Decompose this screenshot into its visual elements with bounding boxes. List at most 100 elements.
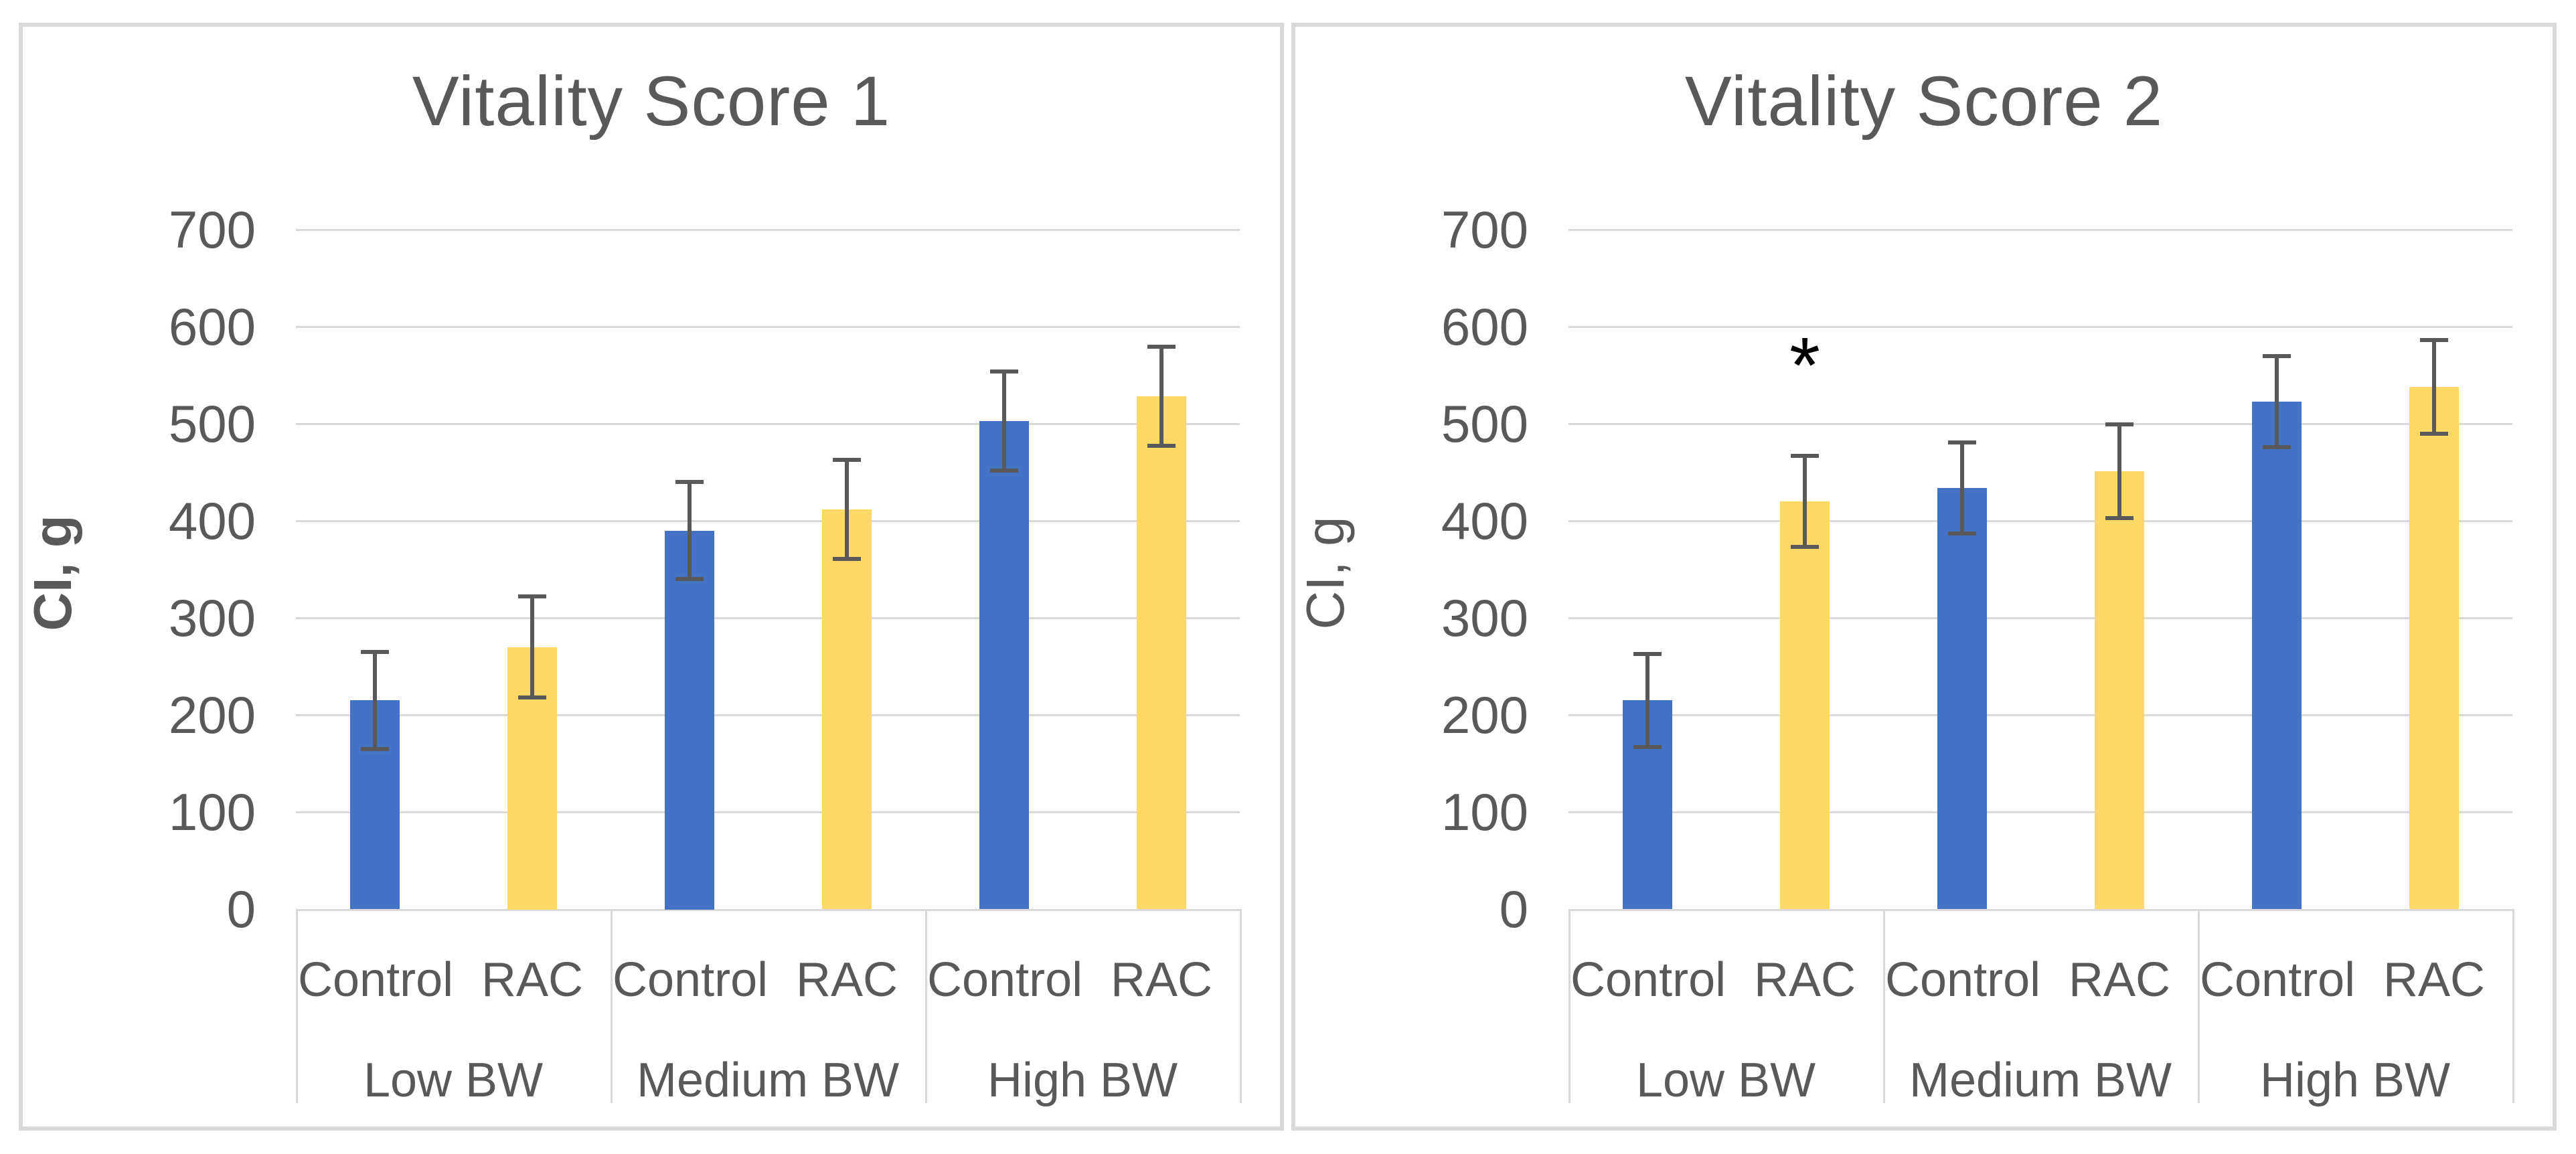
significance-asterisk: * [1789,321,1820,410]
error-bar-cap-top [1633,652,1662,656]
bar-control-high-bw [979,421,1029,909]
category-divider [2512,909,2514,1103]
error-bar-cap-bottom [1633,745,1662,749]
error-bar-cap-top [990,369,1018,374]
gridline-700 [296,229,1240,231]
error-bar-cap-bottom [361,747,389,751]
gridline-700 [1568,229,2512,231]
error-bar-cap-top [361,650,389,654]
series-label-rac: RAC [2383,953,2485,1007]
y-tick-label: 0 [1499,880,1528,938]
error-bar-whisker [530,596,534,697]
gridline-300 [1568,617,2512,619]
bar-control-high-bw [2252,402,2302,909]
error-bar-whisker [845,460,849,559]
y-tick-label: 600 [168,297,256,356]
group-label-medium-bw: Medium BW [636,1054,900,1107]
y-tick-label: 200 [1441,685,1528,744]
bar-rac-low-bw [1780,501,1830,909]
series-label-control: Control [298,953,454,1007]
group-label-high-bw: High BW [987,1054,1178,1107]
error-bar-whisker [1960,442,1964,533]
error-bar-cap-top [833,458,861,462]
error-bar-cap-top [1147,345,1176,349]
error-bar-cap-top [2420,338,2448,342]
y-tick-label: 200 [168,685,256,744]
series-label-control: Control [613,953,769,1007]
bar-control-medium-bw [665,531,714,910]
series-label-control: Control [1571,953,1726,1007]
category-divider [296,909,298,1103]
gridline-100 [1568,811,2512,813]
error-bar-cap-bottom [1147,444,1176,448]
x-axis-line [296,909,1242,911]
gridline-500 [296,423,1240,425]
error-bar-cap-bottom [2420,432,2448,436]
gridline-500 [1568,423,2512,425]
error-bar-cap-bottom [1791,545,1819,549]
gridline-200 [296,714,1240,716]
series-label-rac: RAC [1110,953,1212,1007]
error-bar-whisker [1002,372,1006,471]
y-tick-label: 500 [1441,394,1528,453]
error-bar-whisker [1159,347,1163,446]
error-bar-whisker [1803,456,1807,547]
series-label-control: Control [1885,953,2041,1007]
error-bar-whisker [2117,424,2121,517]
group-label-low-bw: Low BW [363,1054,544,1107]
error-bar-cap-top [518,594,546,598]
y-tick-label: 400 [1441,491,1528,550]
error-bar-cap-bottom [2263,445,2291,449]
series-label-rac: RAC [2068,953,2170,1007]
series-label-rac: RAC [1753,953,1856,1007]
y-tick-label: 500 [168,394,256,453]
gridline-200 [1568,714,2512,716]
y-tick-label: 600 [1441,297,1528,356]
error-bar-cap-bottom [2105,516,2134,520]
y-tick-label: 300 [168,588,256,647]
y-tick-label: 100 [168,782,256,841]
error-bar-cap-top [1791,454,1819,458]
bar-rac-high-bw [1137,396,1186,909]
error-bar-cap-top [675,480,704,484]
gridline-600 [1568,326,2512,328]
error-bar-whisker [373,652,377,749]
y-tick-label: 700 [168,200,256,259]
category-divider [1240,909,1242,1103]
category-divider [1883,909,1885,1103]
y-axis-label: CI, g [23,515,82,631]
y-tick-label: 300 [1441,588,1528,647]
error-bar-whisker [2432,340,2436,433]
error-bar-cap-top [2105,422,2134,426]
gridline-400 [1568,520,2512,522]
category-divider [1568,909,1571,1103]
chart-panel-vitality-score-2: Vitality Score 2 CI, g 700 600 500 400 300 20… [1291,23,2557,1131]
error-bar-cap-bottom [990,469,1018,473]
chart-title: Vitality Score 2 [1684,62,2164,141]
x-axis-line [1568,909,2514,911]
bar-control-medium-bw [1937,488,1987,909]
category-divider [2198,909,2200,1103]
y-axis-label: CI, g [1295,516,1355,630]
error-bar-cap-top [2263,354,2291,358]
group-label-medium-bw: Medium BW [1909,1054,2172,1107]
series-label-rac: RAC [481,953,583,1007]
series-label-control: Control [2200,953,2356,1007]
y-tick-label: 100 [1441,782,1528,841]
category-divider [925,909,927,1103]
group-label-high-bw: High BW [2259,1054,2451,1107]
y-tick-label: 0 [226,880,256,938]
gridline-100 [296,811,1240,813]
y-tick-label: 700 [1441,200,1528,259]
error-bar-cap-top [1948,440,1976,444]
error-bar-whisker [688,482,692,579]
y-tick-label: 400 [168,491,256,550]
series-label-rac: RAC [795,953,898,1007]
error-bar-cap-bottom [1948,531,1976,535]
error-bar-cap-bottom [518,695,546,699]
gridline-600 [296,326,1240,328]
chart-panel-vitality-score-1: Vitality Score 1 CI, g 700 600 500 400 300 20… [19,23,1284,1131]
bar-rac-medium-bw [822,509,872,909]
bar-rac-medium-bw [2095,471,2144,909]
error-bar-cap-bottom [833,557,861,561]
